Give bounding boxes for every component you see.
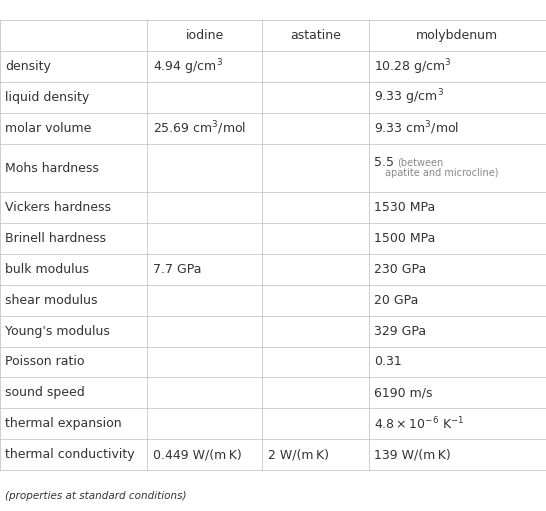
Text: 2 W/(m K): 2 W/(m K) [268, 448, 329, 461]
Text: Brinell hardness: Brinell hardness [5, 232, 106, 245]
Text: sound speed: sound speed [5, 386, 85, 400]
Text: Poisson ratio: Poisson ratio [5, 356, 85, 368]
Text: 0.449 W/(m K): 0.449 W/(m K) [153, 448, 242, 461]
Text: bulk modulus: bulk modulus [5, 263, 90, 276]
Text: 230 GPa: 230 GPa [374, 263, 426, 276]
Text: 9.33 cm$^3$/mol: 9.33 cm$^3$/mol [374, 120, 459, 137]
Text: 20 GPa: 20 GPa [374, 294, 418, 307]
Text: astatine: astatine [290, 30, 341, 42]
Text: 25.69 cm$^3$/mol: 25.69 cm$^3$/mol [153, 120, 246, 137]
Text: Vickers hardness: Vickers hardness [5, 201, 111, 214]
Text: 7.7 GPa: 7.7 GPa [153, 263, 201, 276]
Text: 1500 MPa: 1500 MPa [374, 232, 435, 245]
Text: 9.33 g/cm$^3$: 9.33 g/cm$^3$ [374, 88, 444, 107]
Text: thermal expansion: thermal expansion [5, 417, 122, 430]
Text: 1530 MPa: 1530 MPa [374, 201, 435, 214]
Text: shear modulus: shear modulus [5, 294, 98, 307]
Text: 6190 m/s: 6190 m/s [374, 386, 432, 400]
Text: density: density [5, 60, 51, 73]
Text: liquid density: liquid density [5, 91, 90, 104]
Text: Young's modulus: Young's modulus [5, 324, 110, 338]
Text: molar volume: molar volume [5, 122, 92, 135]
Text: molybdenum: molybdenum [416, 30, 498, 42]
Text: thermal conductivity: thermal conductivity [5, 448, 135, 461]
Text: $4.8\times10^{-6}\ \mathrm{K}^{-1}$: $4.8\times10^{-6}\ \mathrm{K}^{-1}$ [374, 415, 465, 432]
Text: 5.5: 5.5 [374, 156, 394, 170]
Text: 0.31: 0.31 [374, 356, 402, 368]
Text: apatite and microcline): apatite and microcline) [385, 168, 498, 178]
Text: (between: (between [397, 158, 443, 168]
Text: iodine: iodine [186, 30, 224, 42]
Text: 10.28 g/cm$^3$: 10.28 g/cm$^3$ [374, 57, 452, 77]
Text: 329 GPa: 329 GPa [374, 324, 426, 338]
Text: Mohs hardness: Mohs hardness [5, 161, 99, 175]
Text: 4.94 g/cm$^3$: 4.94 g/cm$^3$ [153, 57, 223, 77]
Text: (properties at standard conditions): (properties at standard conditions) [5, 491, 187, 501]
Text: 139 W/(m K): 139 W/(m K) [374, 448, 451, 461]
